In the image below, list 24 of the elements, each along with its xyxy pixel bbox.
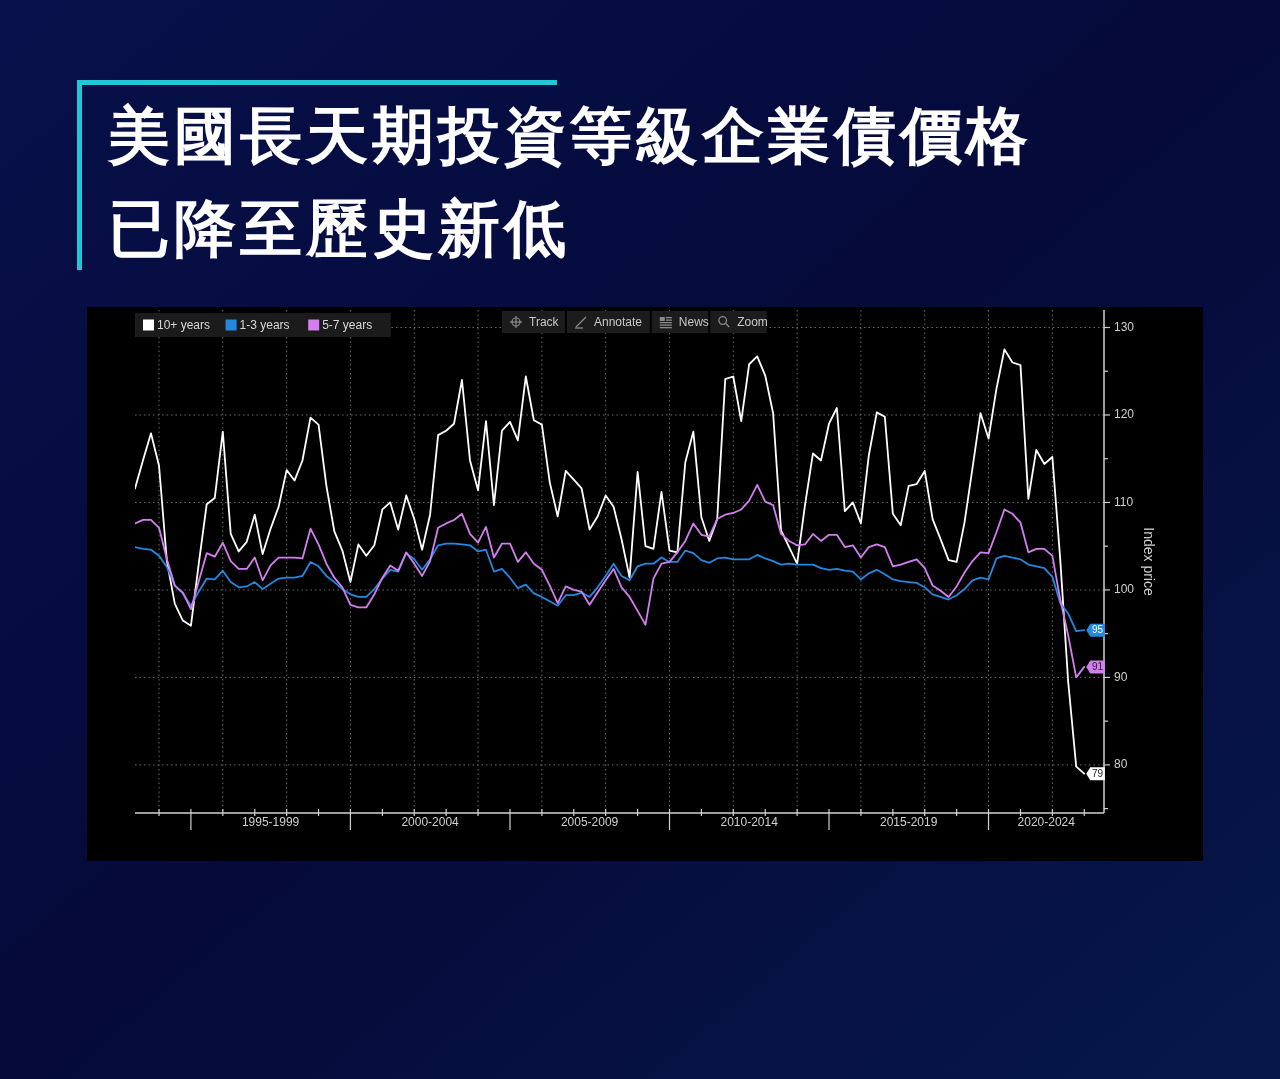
- x-tick-label: 2000-2004: [401, 815, 460, 830]
- y-tick-label: 110: [1114, 494, 1134, 509]
- legend-label: 1-3 years: [239, 317, 290, 332]
- y-tick-label: 90: [1114, 669, 1128, 684]
- legend-label: 5-7 years: [322, 317, 373, 332]
- data-label: 91: [1092, 661, 1104, 673]
- chart-title: 美國長天期投資等級企業債價格已降至歷史新低: [107, 99, 1032, 265]
- legend-label: 10+ years: [157, 317, 211, 332]
- data-label: 95: [1092, 624, 1104, 636]
- x-tick-label: 2020-2024: [1017, 815, 1076, 830]
- x-tick-label: 2010-2014: [720, 815, 779, 830]
- annotation: News: [678, 314, 709, 329]
- x-tick-label: 2005-2009: [560, 815, 619, 830]
- data-label: 79: [1092, 767, 1104, 779]
- annotation: Track: [529, 314, 560, 329]
- annotation: Zoom: [737, 314, 768, 329]
- annotation: Annotate: [594, 314, 643, 329]
- x-tick-label: 1995-1999: [241, 815, 300, 830]
- y-tick-label: 80: [1114, 757, 1128, 772]
- y-tick-label: 100: [1114, 582, 1135, 597]
- x-tick-label: 2015-2019: [879, 815, 938, 830]
- y-tick-label: 120: [1114, 407, 1135, 422]
- y-tick-label: 130: [1114, 319, 1135, 334]
- y-axis-title: Index price: [1141, 527, 1158, 596]
